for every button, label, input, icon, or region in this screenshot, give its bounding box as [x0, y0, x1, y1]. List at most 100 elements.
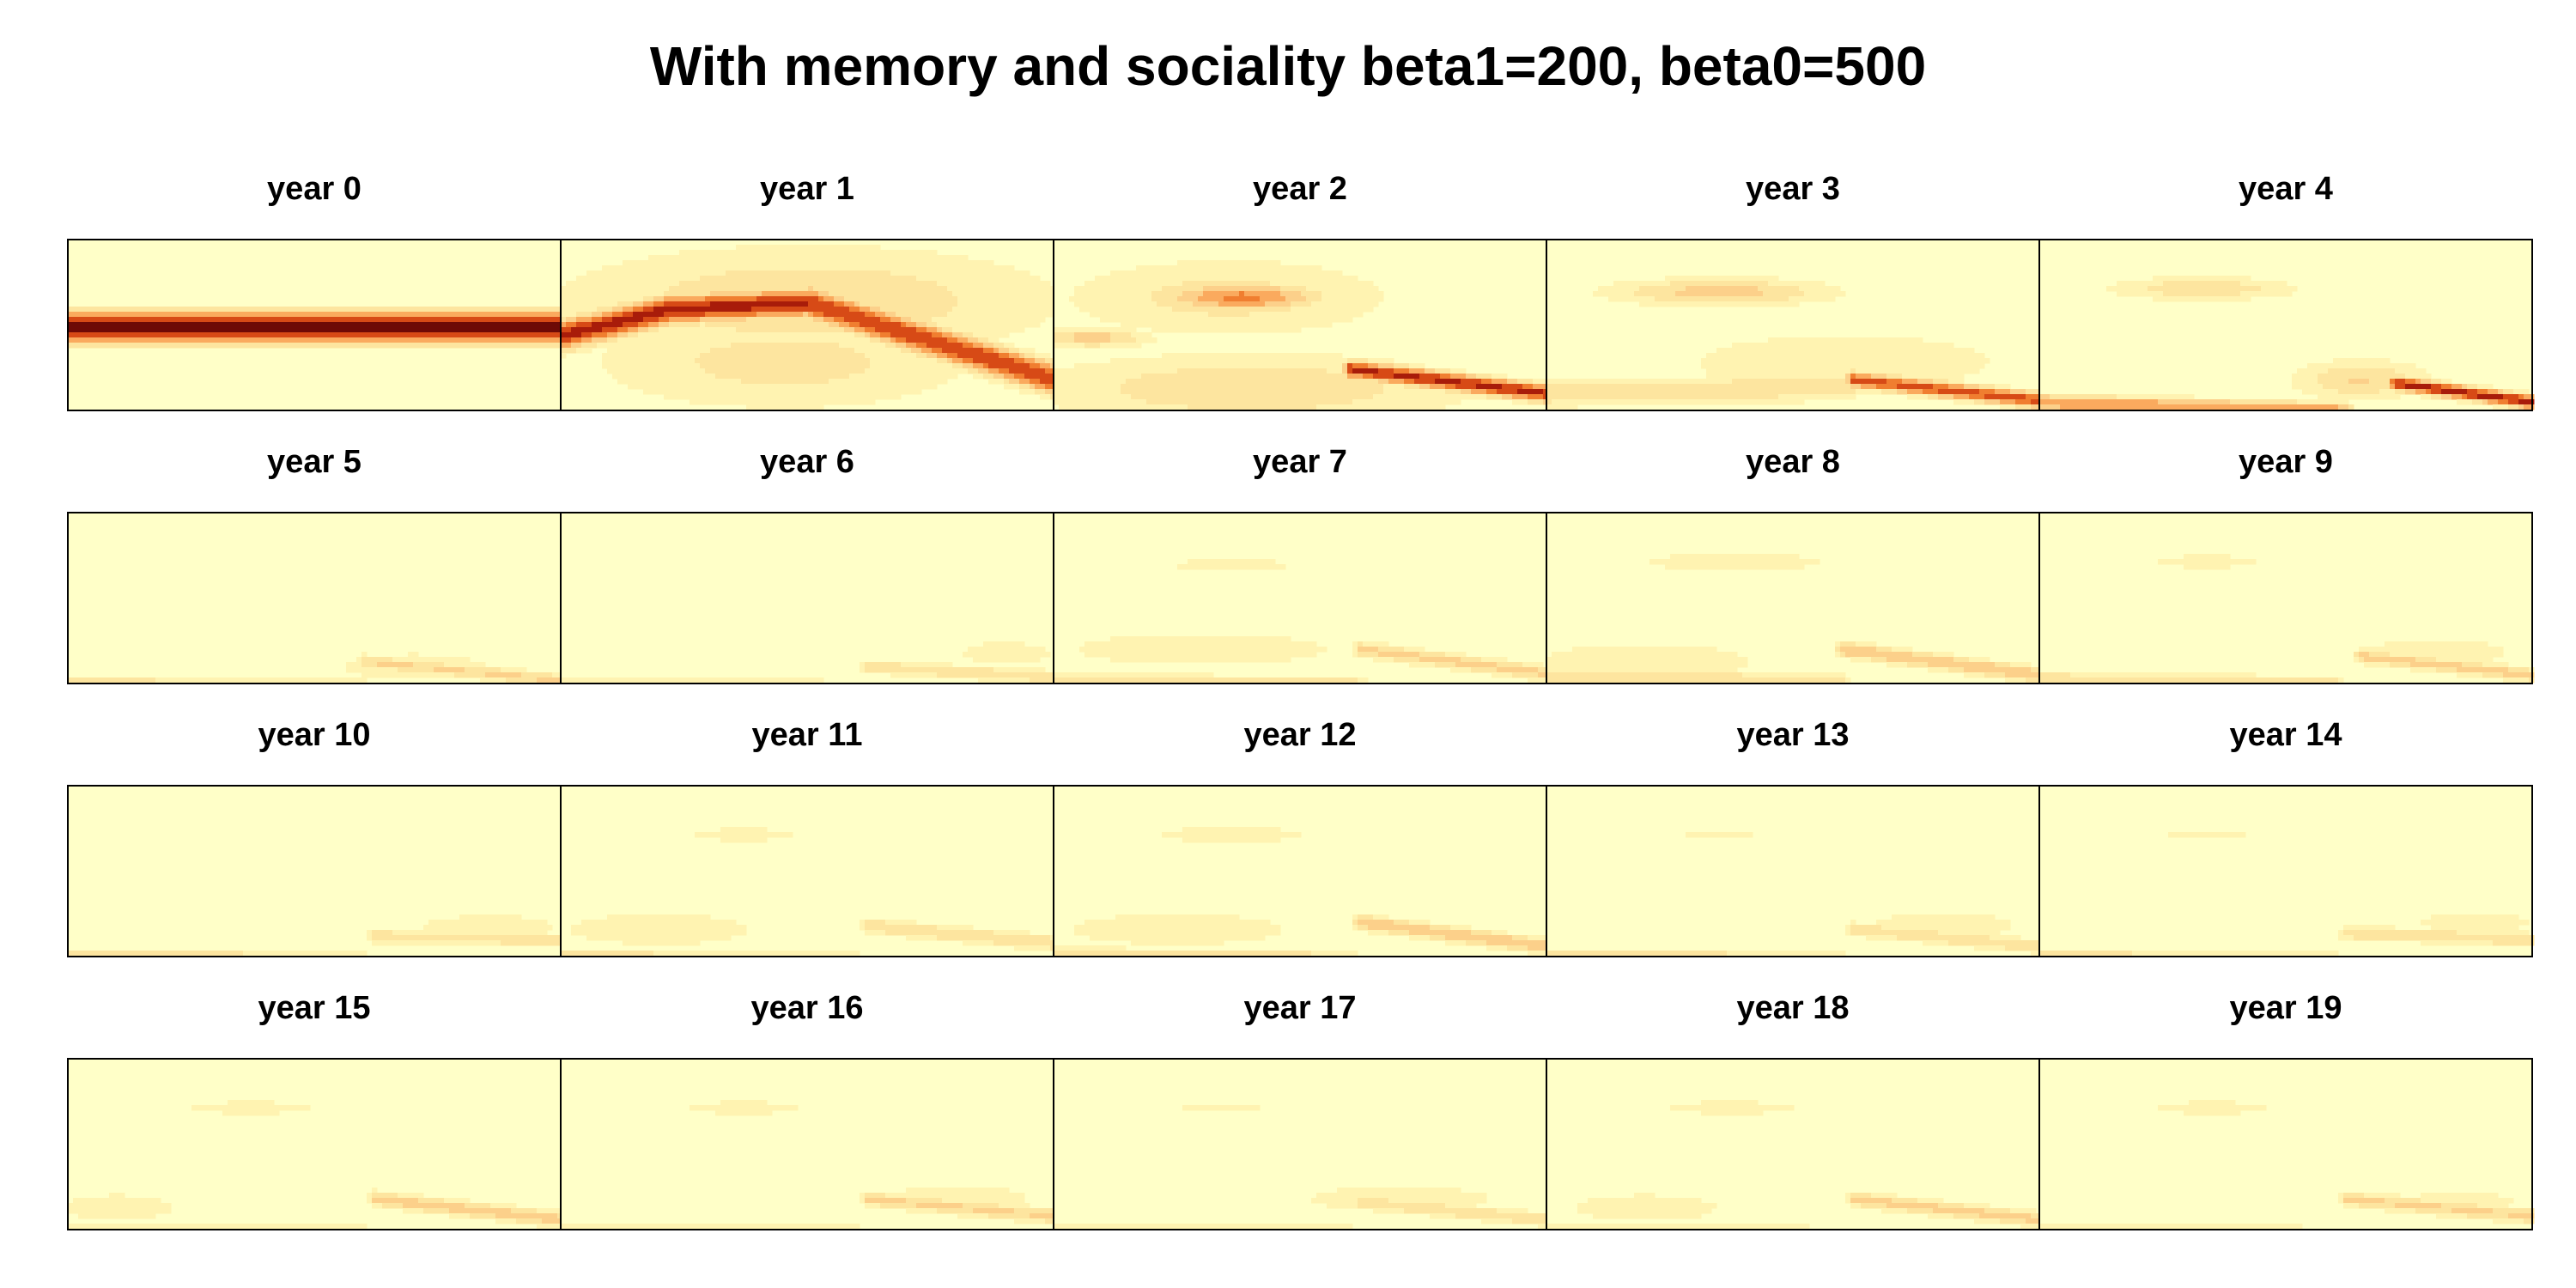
panel-frame: [2038, 1058, 2533, 1230]
heat-cell: [2348, 379, 2370, 385]
heat-cell: [1110, 657, 1291, 663]
heat-cell: [521, 672, 553, 678]
heatmap-panel-12: [1053, 785, 1549, 957]
heat-cell: [561, 353, 567, 359]
heat-cell: [1035, 358, 1046, 364]
heat-cell: [1522, 662, 1544, 668]
heat-cell: [2410, 667, 2437, 673]
heat-cell: [1024, 358, 1036, 364]
heat-cell: [1804, 291, 1846, 297]
heat-cell: [2482, 672, 2504, 678]
panel-title-6: year 6: [760, 444, 854, 480]
heatmap-panel-1: [560, 239, 1056, 411]
heat-cell: [1352, 368, 1379, 374]
heat-cell: [1347, 374, 1364, 380]
heat-cell: [1892, 1198, 1918, 1204]
heat-cell: [1394, 920, 1410, 926]
heat-cell: [1121, 389, 1384, 395]
heat-cell: [746, 317, 814, 323]
heat-cell: [937, 925, 974, 931]
heat-cell: [664, 291, 711, 297]
heat-cell: [710, 301, 809, 307]
heat-cell: [1358, 652, 1379, 658]
heat-cell: [957, 1213, 989, 1219]
heat-cell: [1588, 1198, 1702, 1204]
heat-cell: [1486, 940, 1549, 946]
heat-cell: [1084, 343, 1101, 349]
heat-cell: [1984, 1208, 2011, 1214]
heat-cell: [1486, 945, 1508, 951]
heat-cell: [1552, 399, 1805, 405]
heat-cell: [617, 332, 629, 338]
heat-cell: [942, 332, 953, 338]
heat-cell: [2343, 930, 2458, 936]
panel-title-3: year 3: [1746, 171, 1840, 207]
heat-cell: [1850, 657, 1872, 663]
heat-cell: [1419, 384, 1431, 390]
heat-cell: [1435, 379, 1461, 385]
heat-cell: [1014, 358, 1025, 364]
heat-cell: [1004, 384, 1020, 390]
heat-cell: [885, 920, 917, 926]
heat-cell: [901, 662, 953, 668]
heat-cell: [993, 348, 999, 354]
heat-cell: [1538, 1224, 1549, 1230]
heat-cell: [1373, 394, 1487, 400]
heat-cell: [1054, 951, 1312, 957]
heat-cell: [1598, 286, 1640, 292]
heat-cell: [68, 1224, 368, 1230]
heat-cell: [1953, 1213, 1980, 1219]
heat-cell: [844, 296, 958, 302]
panel-frame: [2038, 512, 2533, 684]
heat-cell: [2395, 1203, 2442, 1209]
heat-cell: [2441, 384, 2452, 390]
heat-cell: [746, 404, 824, 410]
heat-cell: [2441, 394, 2452, 400]
heat-cell: [896, 343, 907, 349]
heat-cell: [1902, 379, 1918, 385]
heat-cell: [1507, 379, 1518, 385]
heat-cell: [1035, 389, 1046, 395]
heat-cell: [2039, 672, 2071, 678]
heat-cell: [762, 291, 819, 297]
heat-cell: [597, 307, 613, 313]
heat-cell: [1352, 641, 1358, 647]
heat-cell: [906, 337, 948, 343]
heat-cell: [501, 667, 527, 673]
heat-cell: [1358, 914, 1374, 920]
heat-cell: [2031, 951, 2042, 957]
heat-cell: [834, 301, 845, 307]
heat-cell: [612, 317, 644, 323]
panel-title-17: year 17: [1243, 990, 1357, 1026]
heat-cell: [937, 353, 948, 359]
heat-cell: [1419, 657, 1461, 663]
heat-cell: [1670, 554, 1800, 560]
heat-cell: [2026, 394, 2042, 400]
heat-cell: [2010, 1208, 2037, 1214]
heat-cell: [2364, 657, 2416, 663]
heat-cell: [870, 307, 881, 313]
heat-cell: [1546, 399, 1552, 405]
heat-cell: [2457, 667, 2509, 673]
heat-cell: [423, 925, 553, 931]
heat-cell: [1517, 379, 1534, 385]
heat-cell: [1732, 343, 1954, 349]
heat-cell: [470, 1213, 496, 1219]
panel-frame: [2038, 785, 2533, 957]
heat-cell: [2431, 925, 2519, 931]
heat-cell: [669, 317, 701, 323]
heat-cell: [1388, 379, 1405, 385]
heat-cell: [1383, 384, 1405, 390]
heat-cell: [921, 348, 933, 354]
heat-cell: [2364, 1193, 2401, 1199]
heat-cell: [1014, 1208, 1056, 1214]
panel-title-13: year 13: [1736, 717, 1850, 753]
heat-cell: [963, 652, 1051, 658]
heat-cell: [449, 1208, 512, 1214]
heat-cell: [1912, 652, 1934, 658]
heat-cell: [1024, 353, 1036, 359]
heat-cell: [1409, 935, 1431, 941]
heat-cell: [1030, 379, 1041, 385]
heat-cell: [1030, 363, 1041, 369]
heat-cell: [2421, 394, 2432, 400]
